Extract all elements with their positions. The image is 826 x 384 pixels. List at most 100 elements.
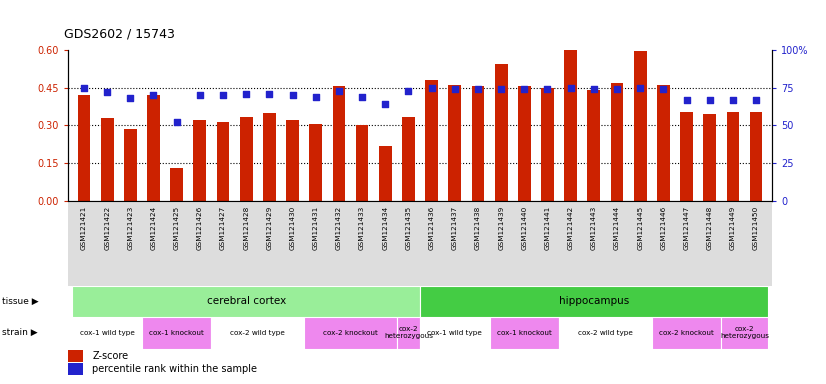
Text: GSM121443: GSM121443 [591, 205, 597, 250]
Point [634, 84, 647, 91]
Text: GSM121426: GSM121426 [197, 205, 203, 250]
Text: cox-1 wild type: cox-1 wild type [79, 330, 135, 336]
Text: GSM121446: GSM121446 [660, 205, 667, 250]
Point [193, 92, 206, 98]
Bar [73, 317, 142, 349]
Text: GSM121433: GSM121433 [359, 205, 365, 250]
Text: GSM121427: GSM121427 [220, 205, 226, 250]
Text: GSM121437: GSM121437 [452, 205, 458, 250]
Bar [750, 112, 762, 201]
Point [332, 88, 345, 94]
Text: cox-1 knockout: cox-1 knockout [497, 330, 552, 336]
Bar [73, 286, 420, 317]
Text: GSM121424: GSM121424 [150, 205, 156, 250]
Bar [652, 317, 721, 349]
Point [286, 92, 299, 98]
Bar [490, 317, 559, 349]
Text: cox-2
heterozygous: cox-2 heterozygous [384, 326, 433, 339]
Point [749, 97, 762, 103]
Point [147, 92, 160, 98]
Bar [68, 363, 83, 375]
Bar [170, 168, 183, 201]
Text: Z-score: Z-score [93, 351, 129, 361]
Text: GSM121438: GSM121438 [475, 205, 481, 250]
Text: GSM121421: GSM121421 [81, 205, 87, 250]
Bar [495, 64, 507, 201]
Bar [101, 118, 113, 201]
Text: cox-2
heterozygous: cox-2 heterozygous [720, 326, 769, 339]
Point [680, 97, 693, 103]
Text: cox-1 wild type: cox-1 wild type [427, 330, 482, 336]
Point [610, 86, 624, 92]
Text: GSM121444: GSM121444 [614, 205, 620, 250]
Point [170, 119, 183, 126]
Bar [472, 86, 484, 201]
Bar [564, 50, 577, 201]
Text: GDS2602 / 15743: GDS2602 / 15743 [64, 27, 174, 40]
Bar [449, 85, 461, 201]
Point [657, 86, 670, 92]
Bar [721, 317, 767, 349]
Point [703, 97, 716, 103]
Point [216, 92, 230, 98]
Bar [216, 122, 230, 201]
Text: GSM121441: GSM121441 [544, 205, 550, 250]
Bar [124, 129, 136, 201]
Text: GSM121434: GSM121434 [382, 205, 388, 250]
Text: GSM121449: GSM121449 [730, 205, 736, 250]
Point [124, 95, 137, 101]
Text: cerebral cortex: cerebral cortex [206, 296, 286, 306]
Text: cox-2 wild type: cox-2 wild type [578, 330, 633, 336]
Text: GSM121435: GSM121435 [406, 205, 411, 250]
Point [587, 86, 601, 92]
Text: GSM121436: GSM121436 [429, 205, 434, 250]
Text: strain ▶: strain ▶ [2, 328, 37, 337]
Text: percentile rank within the sample: percentile rank within the sample [93, 364, 258, 374]
Text: GSM121429: GSM121429 [266, 205, 273, 250]
Bar [657, 85, 670, 201]
Text: GSM121430: GSM121430 [290, 205, 296, 250]
Text: cox-2 knockout: cox-2 knockout [323, 330, 378, 336]
Text: GSM121425: GSM121425 [173, 205, 180, 250]
Point [78, 84, 91, 91]
Bar [420, 317, 490, 349]
Point [240, 91, 253, 97]
Text: tissue ▶: tissue ▶ [2, 297, 38, 306]
Text: GSM121445: GSM121445 [637, 205, 643, 250]
Point [309, 94, 322, 100]
Bar [193, 121, 206, 201]
Bar [304, 317, 396, 349]
Point [726, 97, 739, 103]
Text: cox-2 wild type: cox-2 wild type [230, 330, 285, 336]
Text: GSM121428: GSM121428 [243, 205, 249, 250]
Text: GSM121442: GSM121442 [567, 205, 574, 250]
Bar [142, 317, 211, 349]
Bar [402, 117, 415, 201]
Text: cox-2 knockout: cox-2 knockout [659, 330, 714, 336]
Bar [610, 83, 624, 201]
Point [541, 86, 554, 92]
Bar [147, 95, 160, 201]
Point [263, 91, 276, 97]
Point [355, 94, 368, 100]
Point [378, 101, 392, 108]
Point [425, 84, 439, 91]
Point [449, 86, 462, 92]
Text: GSM121447: GSM121447 [684, 205, 690, 250]
Text: hippocampus: hippocampus [558, 296, 629, 306]
Bar [727, 112, 739, 201]
Text: GSM121432: GSM121432 [336, 205, 342, 250]
Bar [78, 95, 90, 201]
Point [564, 84, 577, 91]
Bar [680, 112, 693, 201]
Text: GSM121423: GSM121423 [127, 205, 133, 250]
Bar [541, 88, 554, 201]
Text: GSM121440: GSM121440 [521, 205, 527, 250]
Bar [420, 286, 767, 317]
Text: GSM121448: GSM121448 [707, 205, 713, 250]
Text: GSM121439: GSM121439 [498, 205, 504, 250]
Bar [379, 146, 392, 201]
Bar [286, 121, 299, 201]
Bar [263, 113, 276, 201]
Text: cox-1 knockout: cox-1 knockout [150, 330, 204, 336]
